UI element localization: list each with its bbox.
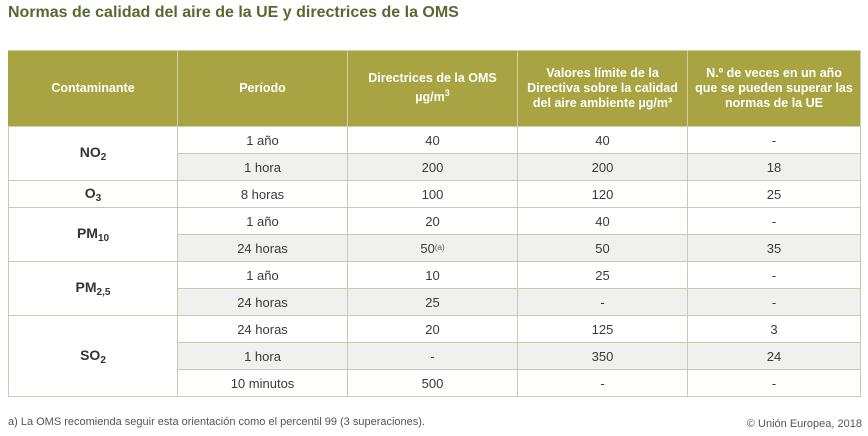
pollutant-no2-base: NO bbox=[79, 144, 101, 160]
cell-exceed: - bbox=[687, 126, 861, 154]
cell-exceed: 35 bbox=[687, 234, 861, 262]
cell-period: 1 hora bbox=[177, 153, 348, 181]
cell-exceed: 25 bbox=[687, 180, 861, 208]
copyright: © Unión Europea, 2018 bbox=[746, 418, 862, 430]
cell-exceed: - bbox=[687, 288, 861, 316]
pollutant-pm10: PM10 bbox=[8, 207, 178, 262]
cell-exceed: 18 bbox=[687, 153, 861, 181]
table-row: 10 minutos 500 - - bbox=[9, 369, 861, 397]
pollutant-o3-sub: 3 bbox=[95, 192, 102, 204]
cell-exceed: - bbox=[687, 207, 861, 235]
pollutant-no2: NO2 bbox=[8, 126, 178, 181]
cell-who-value: 50 bbox=[420, 240, 435, 256]
header-who: Directrices de la OMS µg/m3 bbox=[347, 50, 518, 127]
table-row: 1 hora 200 200 18 bbox=[9, 153, 861, 181]
pollutant-pm10-base: PM bbox=[76, 225, 98, 241]
cell-exceed: - bbox=[687, 369, 861, 397]
table-row: 24 horas 25 - - bbox=[9, 288, 861, 316]
cell-who: 500 bbox=[347, 369, 518, 397]
pollutant-pm25: PM2,5 bbox=[8, 261, 178, 316]
cell-who: 100 bbox=[347, 180, 518, 208]
pollutant-pm25-base: PM bbox=[75, 279, 97, 295]
footnote-marker: (a) bbox=[434, 242, 445, 252]
header-who-label: Directrices de la OMS bbox=[368, 71, 497, 86]
cell-exceed: 3 bbox=[687, 315, 861, 343]
table-row: O3 8 horas 100 120 25 bbox=[8, 180, 861, 208]
page-title: Normas de calidad del aire de la UE y di… bbox=[8, 4, 459, 21]
pollutant-so2-base: SO bbox=[80, 346, 101, 363]
cell-exceed: 24 bbox=[687, 342, 861, 370]
cell-who: 200 bbox=[347, 153, 518, 181]
header-period: Período bbox=[177, 50, 348, 127]
header-who-unit-exp: 3 bbox=[444, 88, 450, 99]
table-row: PM10 1 año 20 40 - bbox=[8, 207, 861, 262]
pollutant-no2-sub: 2 bbox=[100, 152, 107, 163]
table-header-row: Contaminante Período Directrices de la O… bbox=[8, 50, 861, 127]
cell-period: 10 minutos bbox=[177, 369, 348, 397]
pollutant-so2-sub: 2 bbox=[100, 354, 106, 366]
cell-period: 1 año bbox=[177, 261, 348, 289]
cell-exceed: - bbox=[687, 261, 861, 289]
cell-eu: 25 bbox=[517, 261, 688, 289]
cell-period: 8 horas bbox=[177, 180, 348, 208]
cell-eu: 40 bbox=[517, 126, 688, 154]
table-row: NO2 1 año 40 40 - bbox=[8, 126, 861, 181]
cell-who: 20 bbox=[347, 315, 518, 343]
header-pollutant: Contaminante bbox=[8, 50, 178, 127]
cell-period: 1 año bbox=[177, 126, 348, 154]
header-who-unit-base: µg/m bbox=[415, 90, 445, 105]
pollutant-o3-base: O bbox=[84, 184, 96, 201]
table-row: 24 horas 50(a) 50 35 bbox=[9, 234, 861, 262]
pollutant-pm25-sub: 2,5 bbox=[96, 287, 111, 298]
cell-who: 40 bbox=[347, 126, 518, 154]
pollutant-pm10-sub: 10 bbox=[97, 233, 110, 244]
cell-eu: 40 bbox=[517, 207, 688, 235]
cell-eu: 50 bbox=[517, 234, 688, 262]
cell-period: 1 año bbox=[177, 207, 348, 235]
table-row: SO2 24 horas 20 125 3 bbox=[8, 315, 861, 397]
cell-who: 25 bbox=[347, 288, 518, 316]
footnote: a) La OMS recomienda seguir esta orienta… bbox=[8, 416, 425, 428]
table-row: PM2,5 1 año 10 25 - bbox=[8, 261, 861, 316]
cell-who: 50(a) bbox=[347, 234, 518, 262]
cell-eu: 120 bbox=[517, 180, 688, 208]
cell-who: - bbox=[347, 342, 518, 370]
cell-period: 24 horas bbox=[177, 234, 348, 262]
table-row: 1 hora - 350 24 bbox=[9, 342, 861, 370]
cell-who: 20 bbox=[347, 207, 518, 235]
pollutant-so2: SO2 bbox=[8, 315, 178, 397]
cell-period: 1 hora bbox=[177, 342, 348, 370]
cell-eu: 200 bbox=[517, 153, 688, 181]
pollutant-o3: O3 bbox=[8, 180, 178, 208]
cell-eu: - bbox=[517, 369, 688, 397]
cell-period: 24 horas bbox=[177, 288, 348, 316]
cell-period: 24 horas bbox=[177, 315, 348, 343]
header-eu-limit: Valores límite de la Directiva sobre la … bbox=[517, 50, 688, 127]
cell-who: 10 bbox=[347, 261, 518, 289]
header-exceedances: N.º de veces en un año que se pueden sup… bbox=[687, 50, 861, 127]
cell-eu: - bbox=[517, 288, 688, 316]
air-quality-table: Contaminante Período Directrices de la O… bbox=[8, 50, 861, 397]
cell-eu: 350 bbox=[517, 342, 688, 370]
cell-eu: 125 bbox=[517, 315, 688, 343]
